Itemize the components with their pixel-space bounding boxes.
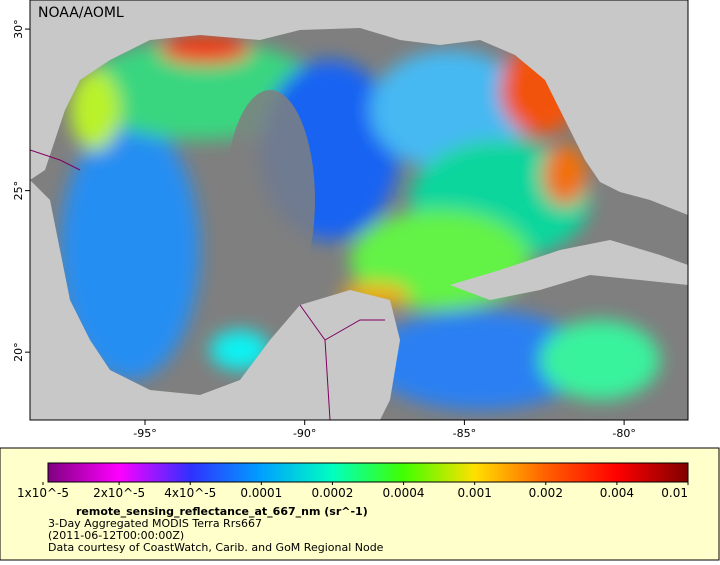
legend-line: (2011-06-12T00:00:00Z) xyxy=(48,529,184,542)
border xyxy=(30,149,81,171)
legend-line: Data courtesy of CoastWatch, Carib. and … xyxy=(48,541,384,554)
colorbar-tick-label: 0.004 xyxy=(600,486,634,500)
lon-tick-label: -80° xyxy=(612,427,635,440)
colorbar-tick-label: 0.0001 xyxy=(240,486,282,500)
reflectance-field xyxy=(60,36,660,410)
land-us xyxy=(30,0,688,215)
lat-tick-label: 25° xyxy=(12,181,25,201)
border xyxy=(299,304,385,341)
colorbar-tick-label: 4x10^-5 xyxy=(164,486,216,500)
land-mexico xyxy=(30,180,400,420)
lon-tick-label: -95° xyxy=(133,427,156,440)
colorbar-tick-label: 0.0004 xyxy=(383,486,425,500)
map-frame xyxy=(29,0,689,421)
credit-box xyxy=(34,2,126,22)
lat-tick-label: 30° xyxy=(12,19,25,39)
colorbar xyxy=(47,462,689,483)
lat-tick-label: 20° xyxy=(12,342,25,362)
colorbar-tick-label: 2x10^-5 xyxy=(93,486,145,500)
variable-name: remote_sensing_reflectance_at_667_nm (sr… xyxy=(76,505,368,518)
no-data-area xyxy=(225,90,315,310)
colorbar-tick-label: 0.002 xyxy=(529,486,563,500)
credit: NOAA/AOML xyxy=(38,5,124,21)
lon-tick-label: -90° xyxy=(293,427,316,440)
map-area xyxy=(30,0,688,420)
colorbar-tick-label: 0.001 xyxy=(457,486,491,500)
land-cuba xyxy=(450,240,688,300)
lon-tick-label: -85° xyxy=(453,427,476,440)
legend-line: 3-Day Aggregated MODIS Terra Rrs667 xyxy=(48,517,262,530)
border xyxy=(324,339,331,420)
colorbar-tick-label: 1x10^-5 xyxy=(17,486,69,500)
colorbar-tick-label: 0.01 xyxy=(661,486,688,500)
colorbar-tick-label: 0.0002 xyxy=(311,486,353,500)
